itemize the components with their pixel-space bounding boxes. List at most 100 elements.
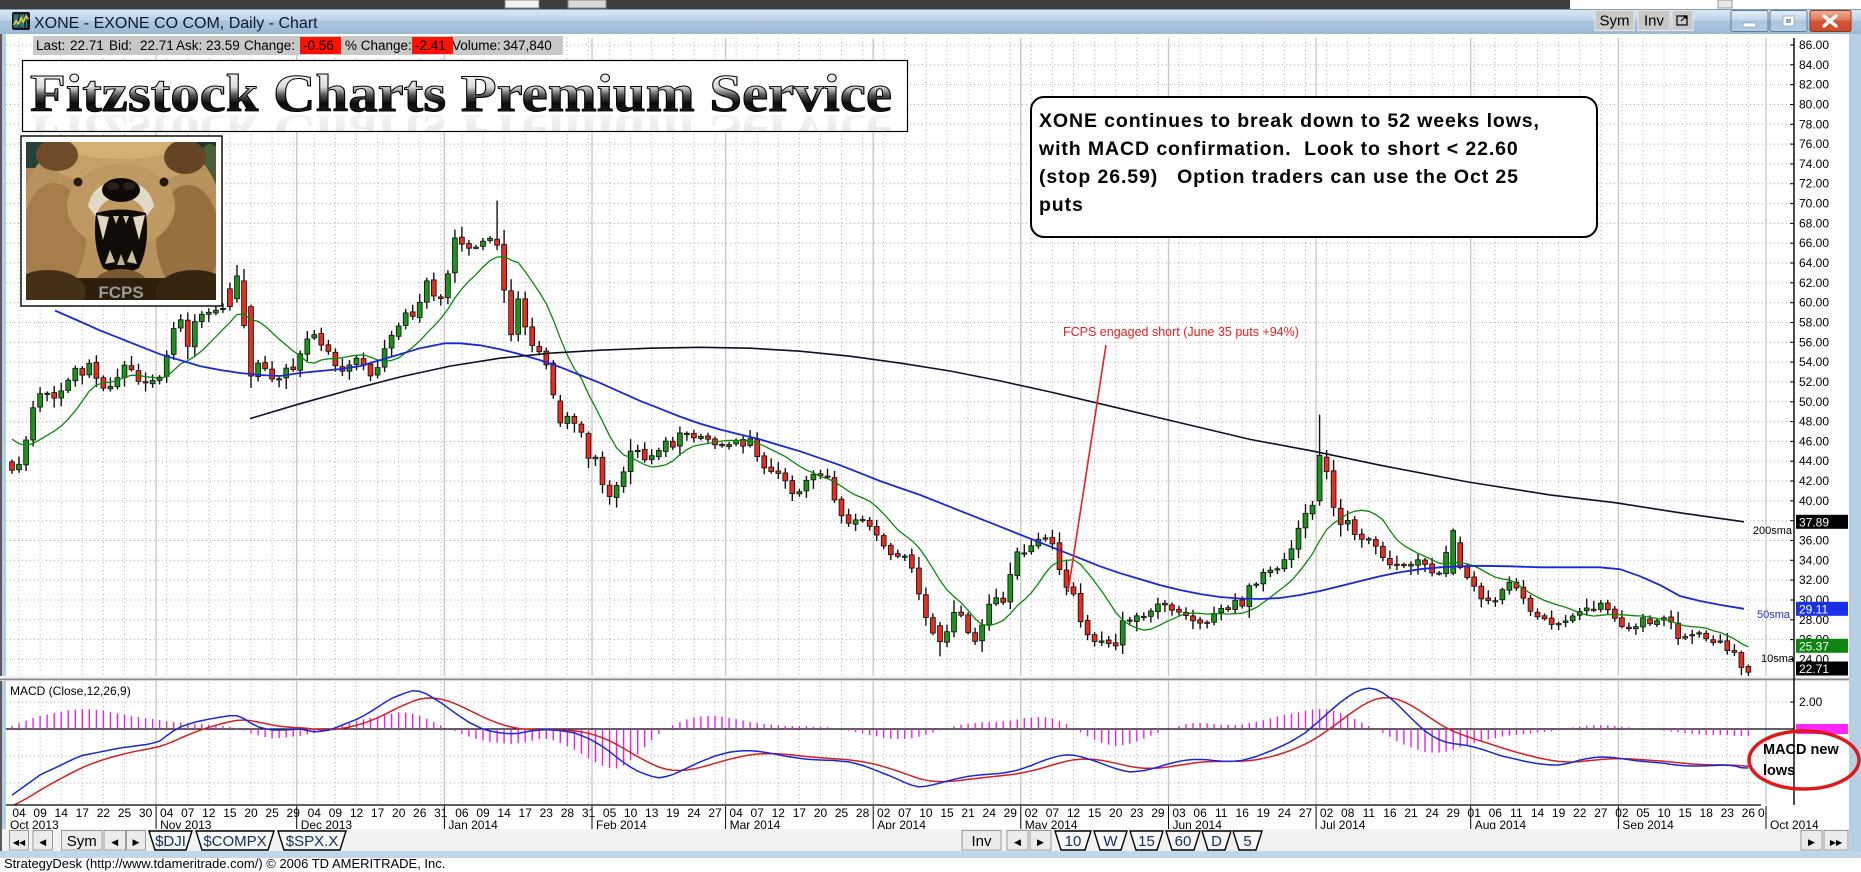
svg-text:puts: puts — [1039, 194, 1084, 216]
svg-text:37.89: 37.89 — [1799, 515, 1829, 529]
svg-text:28: 28 — [856, 806, 870, 820]
svg-text:Aug 2014: Aug 2014 — [1475, 818, 1527, 832]
svg-text:Apr 2014: Apr 2014 — [877, 818, 926, 832]
svg-text:MACD new: MACD new — [1763, 742, 1839, 758]
svg-text:21: 21 — [961, 806, 975, 820]
svg-text:25: 25 — [265, 806, 279, 820]
svg-text:10sma: 10sma — [1761, 653, 1795, 665]
svg-text:15: 15 — [223, 806, 237, 820]
svg-text:◀: ◀ — [1014, 837, 1021, 847]
svg-text:25: 25 — [835, 806, 849, 820]
svg-text:27: 27 — [1594, 806, 1608, 820]
svg-text:Inv: Inv — [971, 833, 992, 850]
svg-text:23: 23 — [540, 806, 554, 820]
svg-text:Last:: Last: — [36, 38, 65, 53]
svg-text:12: 12 — [350, 806, 364, 820]
svg-text:04: 04 — [729, 806, 743, 820]
svg-text:14: 14 — [55, 806, 69, 820]
svg-text:◀◀: ◀◀ — [13, 838, 26, 847]
svg-text:05: 05 — [603, 806, 617, 820]
svg-text:02: 02 — [877, 806, 891, 820]
svg-text:$SPX.X: $SPX.X — [286, 833, 339, 850]
svg-text:04: 04 — [160, 806, 174, 820]
svg-text:Jun 2014: Jun 2014 — [1173, 818, 1223, 832]
svg-text:16: 16 — [1383, 806, 1397, 820]
svg-text:36.00: 36.00 — [1799, 534, 1829, 548]
svg-text:72.00: 72.00 — [1799, 177, 1829, 191]
svg-text:24: 24 — [1278, 806, 1292, 820]
svg-text:26: 26 — [413, 806, 427, 820]
svg-text:Jul 2014: Jul 2014 — [1320, 818, 1366, 832]
svg-text:04: 04 — [12, 806, 26, 820]
svg-text:20: 20 — [814, 806, 828, 820]
svg-text:20: 20 — [244, 806, 258, 820]
svg-text:22: 22 — [97, 806, 111, 820]
svg-text:50sma: 50sma — [1757, 609, 1791, 621]
svg-text:29: 29 — [1004, 806, 1018, 820]
svg-text:Fitzstock Charts Premium Servi: Fitzstock Charts Premium Service — [30, 65, 892, 123]
svg-text:08: 08 — [1341, 806, 1355, 820]
svg-text:FCPS engaged short (June 35 pu: FCPS engaged short (June 35 puts +94%) — [1063, 325, 1299, 339]
svg-text:06: 06 — [1193, 806, 1207, 820]
svg-text:Ask:: Ask: — [176, 38, 202, 53]
svg-text:78.00: 78.00 — [1799, 117, 1829, 131]
svg-text:15: 15 — [940, 806, 954, 820]
svg-text:24: 24 — [1425, 806, 1439, 820]
svg-text:86.00: 86.00 — [1799, 38, 1829, 52]
svg-text:-2.41: -2.41 — [415, 38, 446, 53]
svg-text:11: 11 — [1363, 806, 1376, 820]
svg-text:Sym: Sym — [67, 833, 97, 850]
svg-text:26: 26 — [1742, 806, 1756, 820]
svg-text:Volume:: Volume: — [452, 38, 501, 53]
svg-text:06: 06 — [1489, 806, 1503, 820]
svg-text:Oct 2014: Oct 2014 — [1770, 818, 1819, 832]
svg-text:21: 21 — [1404, 806, 1418, 820]
svg-text:31: 31 — [434, 806, 448, 820]
svg-text:24: 24 — [687, 806, 701, 820]
svg-text:◀: ◀ — [111, 837, 118, 847]
svg-text:17: 17 — [519, 806, 533, 820]
svg-text:22: 22 — [1573, 806, 1587, 820]
svg-text:23: 23 — [1721, 806, 1735, 820]
svg-text:29: 29 — [287, 806, 301, 820]
svg-text:10: 10 — [919, 806, 933, 820]
svg-text:25: 25 — [118, 806, 132, 820]
svg-text:Dec 2013: Dec 2013 — [301, 818, 353, 832]
svg-text:0: 0 — [1758, 806, 1765, 820]
svg-text:05: 05 — [1636, 806, 1650, 820]
svg-text:60: 60 — [1175, 833, 1192, 850]
svg-text:07: 07 — [751, 806, 765, 820]
svg-text:31: 31 — [582, 806, 596, 820]
svg-text:20: 20 — [392, 806, 406, 820]
svg-text:StrategyDesk (http://www.tdame: StrategyDesk (http://www.tdameritrade.co… — [4, 856, 445, 871]
svg-text:80.00: 80.00 — [1799, 98, 1829, 112]
svg-text:15: 15 — [1138, 833, 1155, 850]
svg-text:11: 11 — [1510, 806, 1523, 820]
svg-text:28.00: 28.00 — [1799, 613, 1829, 627]
svg-text:◀: ◀ — [39, 837, 46, 847]
svg-text:34.00: 34.00 — [1799, 553, 1829, 567]
svg-text:19: 19 — [666, 806, 680, 820]
svg-text:20: 20 — [1109, 806, 1123, 820]
svg-text:D: D — [1211, 833, 1222, 850]
svg-text:40.00: 40.00 — [1799, 494, 1829, 508]
svg-text:Bid:: Bid: — [109, 38, 132, 53]
svg-text:11: 11 — [1215, 806, 1228, 820]
svg-text:06: 06 — [455, 806, 469, 820]
svg-text:56.00: 56.00 — [1799, 335, 1829, 349]
svg-text:02: 02 — [1320, 806, 1334, 820]
svg-text:62.00: 62.00 — [1799, 276, 1829, 290]
svg-text:Change:: Change: — [244, 38, 295, 53]
svg-text:10: 10 — [1657, 806, 1671, 820]
svg-text:64.00: 64.00 — [1799, 256, 1829, 270]
svg-text:$DJI: $DJI — [155, 833, 186, 850]
svg-text:$COMPX: $COMPX — [203, 833, 266, 850]
svg-text:29: 29 — [1151, 806, 1165, 820]
svg-text:Oct 2013: Oct 2013 — [10, 818, 59, 832]
svg-text:32.00: 32.00 — [1799, 573, 1829, 587]
svg-text:76.00: 76.00 — [1799, 137, 1829, 151]
svg-text:12: 12 — [202, 806, 216, 820]
svg-text:▶▶: ▶▶ — [1830, 838, 1843, 847]
svg-text:82.00: 82.00 — [1799, 78, 1829, 92]
svg-text:54.00: 54.00 — [1799, 355, 1829, 369]
